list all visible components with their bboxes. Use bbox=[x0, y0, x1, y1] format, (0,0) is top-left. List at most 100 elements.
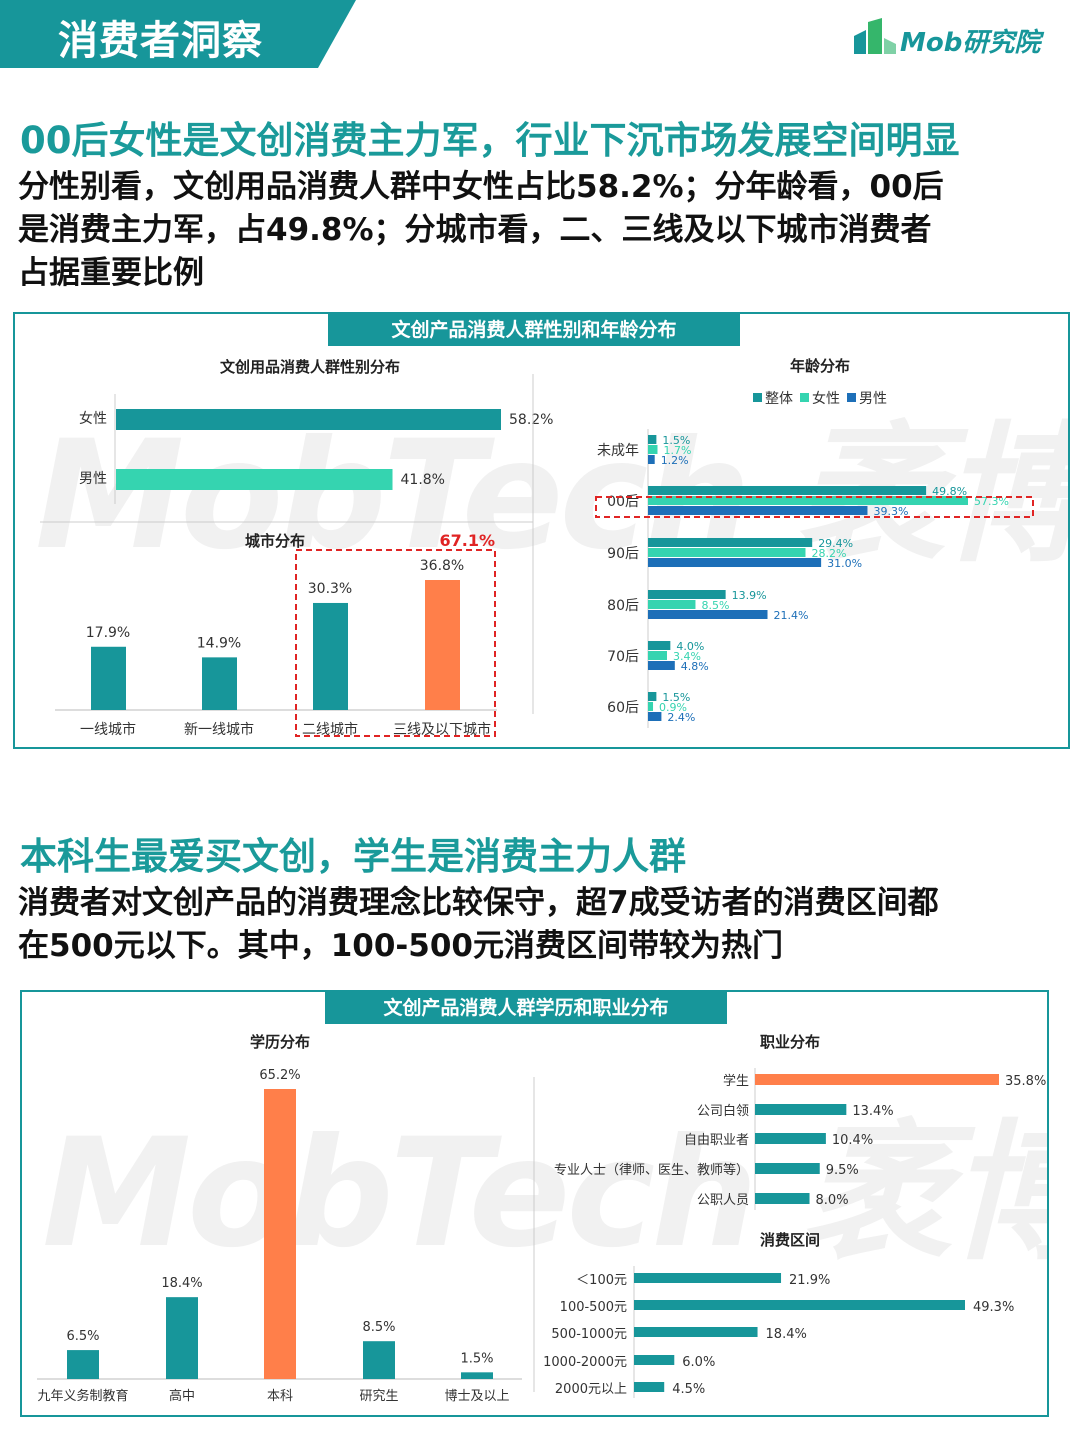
bar bbox=[634, 1300, 965, 1310]
data-label: 13.9% bbox=[732, 589, 767, 602]
bar bbox=[648, 712, 662, 721]
panel-gender-age: MobTech 袤博 文创产品消费人群性别和年龄分布 文创用品消费人群性别分布女… bbox=[13, 312, 1070, 749]
data-label: 41.8% bbox=[401, 472, 445, 488]
panel-education-occupation: MobTech 袤博 文创产品消费人群学历和职业分布 学历分布 6.5% 九年义务制… bbox=[20, 990, 1049, 1417]
data-label: 31.0% bbox=[827, 557, 862, 570]
data-label: 6.0% bbox=[682, 1355, 715, 1370]
data-label: 28.2% bbox=[811, 547, 846, 560]
bar bbox=[116, 409, 501, 430]
legend-swatch bbox=[800, 393, 809, 402]
category-label: 九年义务制教育 bbox=[37, 1388, 128, 1404]
category-label: 1000-2000元 bbox=[543, 1355, 627, 1370]
data-label: 49.3% bbox=[973, 1300, 1014, 1315]
bar bbox=[634, 1355, 675, 1365]
bar bbox=[425, 580, 460, 710]
data-label: 36.8% bbox=[420, 558, 464, 574]
bar bbox=[648, 641, 671, 650]
logo-text: Mob研究院 bbox=[900, 28, 1041, 58]
category-label: 专业人士（律师、医生、教师等） bbox=[554, 1162, 749, 1178]
bar bbox=[634, 1273, 782, 1283]
bar bbox=[363, 1341, 395, 1379]
data-label: 30.3% bbox=[308, 581, 352, 597]
bar bbox=[634, 1382, 665, 1392]
bar bbox=[648, 661, 675, 670]
data-label: 1.7% bbox=[663, 444, 691, 457]
data-label: 0.9% bbox=[659, 701, 687, 714]
category-label: 研究生 bbox=[359, 1389, 398, 1404]
category-label: 三线及以下城市 bbox=[393, 721, 491, 738]
bar bbox=[648, 455, 655, 464]
section1-body-line: 分性别看，文创用品消费人群中女性占比58.2%；分年龄看，00后 bbox=[18, 169, 944, 205]
data-label: 4.8% bbox=[681, 660, 709, 673]
data-label: 65.2% bbox=[259, 1068, 300, 1083]
panel2-charts: 学历分布 6.5% 九年义务制教育 18.4% 高中 65.2% 本科 8.5% 研究生 1.5%… bbox=[37, 1033, 1046, 1404]
chart-title: 消费区间 bbox=[760, 1231, 820, 1249]
data-label: 6.5% bbox=[66, 1329, 99, 1344]
data-label: 10.4% bbox=[832, 1133, 873, 1148]
data-label: 4.0% bbox=[676, 640, 704, 653]
category-label: 90后 bbox=[607, 546, 639, 562]
bar bbox=[648, 445, 658, 454]
bar bbox=[648, 486, 927, 495]
category-label: 新一线城市 bbox=[184, 721, 254, 738]
bar bbox=[634, 1327, 758, 1337]
data-label: 39.3% bbox=[873, 505, 908, 518]
bar bbox=[755, 1074, 999, 1085]
section1-headline: 00后女性是文创消费主力军，行业下沉市场发展空间明显 bbox=[20, 119, 960, 162]
category-label: 博士及以上 bbox=[444, 1389, 509, 1404]
bar bbox=[202, 657, 237, 710]
chart-title: 文创用品消费人群性别分布 bbox=[220, 358, 400, 376]
data-label: 14.9% bbox=[197, 635, 241, 651]
bar bbox=[648, 692, 657, 701]
legend-swatch bbox=[847, 393, 856, 402]
bar bbox=[648, 651, 667, 660]
panel2-title: 文创产品消费人群学历和职业分布 bbox=[325, 992, 727, 1024]
data-label: 1.5% bbox=[662, 434, 690, 447]
bar bbox=[648, 610, 768, 619]
legend-label: 整体 bbox=[765, 391, 793, 407]
highlight-box bbox=[295, 549, 496, 737]
section-label: 消费者洞察 bbox=[58, 18, 263, 64]
bar bbox=[755, 1104, 847, 1115]
category-label: 高中 bbox=[169, 1388, 195, 1404]
category-label: 70后 bbox=[607, 649, 639, 665]
category-label: 一线城市 bbox=[80, 721, 136, 738]
bar bbox=[648, 496, 968, 505]
data-label: 1.5% bbox=[662, 691, 690, 704]
chart-title: 职业分布 bbox=[760, 1033, 820, 1051]
bar bbox=[648, 548, 806, 557]
category-label: 男性 bbox=[79, 471, 107, 487]
category-label: ＜100元 bbox=[576, 1273, 627, 1288]
data-label: 8.5% bbox=[701, 599, 729, 612]
data-label: 1.2% bbox=[661, 454, 689, 467]
data-label: 8.5% bbox=[362, 1320, 395, 1335]
category-label: 80后 bbox=[607, 598, 639, 614]
category-label: 公司白领 bbox=[697, 1103, 749, 1119]
data-label: 21.4% bbox=[774, 609, 809, 622]
data-label: 3.4% bbox=[673, 650, 701, 663]
section1-body-line: 是消费主力军，占49.8%；分城市看，二、三线及以下城市消费者 bbox=[18, 212, 932, 248]
section2-body-line: 在500元以下。其中，100-500元消费区间带较为热门 bbox=[18, 928, 783, 964]
category-label: 2000元以上 bbox=[555, 1382, 627, 1397]
bar bbox=[91, 646, 126, 710]
data-label: 57.3% bbox=[974, 495, 1009, 508]
data-label: 21.9% bbox=[789, 1273, 830, 1288]
data-label: 9.5% bbox=[826, 1163, 859, 1178]
section2-body-line: 消费者对文创产品的消费理念比较保守，超7成受访者的消费区间都 bbox=[18, 885, 939, 921]
legend-label: 女性 bbox=[812, 390, 840, 407]
bar bbox=[264, 1089, 296, 1379]
bar bbox=[755, 1133, 826, 1144]
bar bbox=[166, 1297, 198, 1379]
category-label: 500-1000元 bbox=[551, 1327, 627, 1342]
section1-body-line: 占据重要比例 bbox=[18, 255, 204, 291]
chart-title: 学历分布 bbox=[250, 1033, 310, 1051]
category-label: 自由职业者 bbox=[684, 1133, 749, 1148]
chart-title: 年龄分布 bbox=[790, 357, 850, 375]
bar bbox=[648, 600, 696, 609]
bar bbox=[461, 1372, 493, 1379]
category-label: 本科 bbox=[267, 1389, 293, 1404]
data-label: 17.9% bbox=[86, 625, 130, 641]
bar bbox=[648, 590, 726, 599]
legend-swatch bbox=[753, 393, 762, 402]
